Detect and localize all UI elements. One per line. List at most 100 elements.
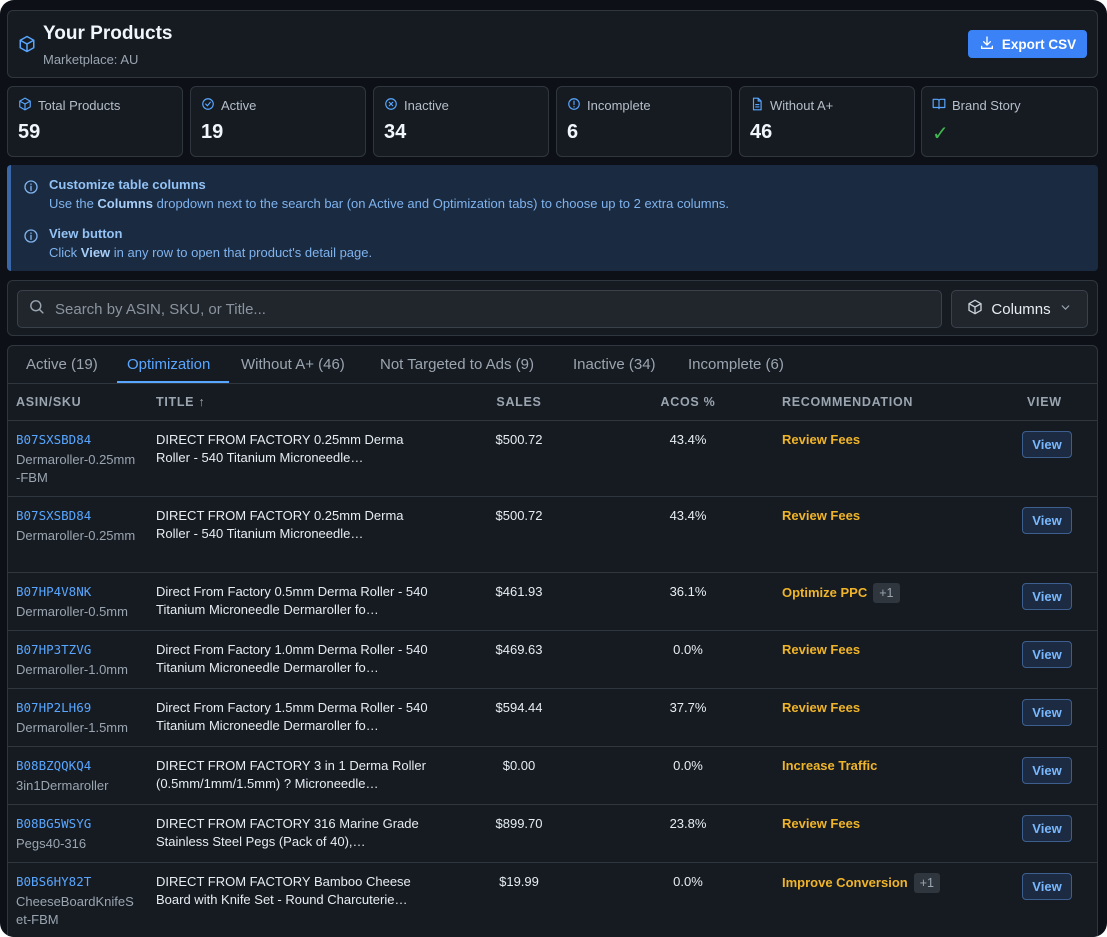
product-title: Direct From Factory 0.5mm Derma Roller -… [156, 584, 428, 617]
acos-value: 36.1% [669, 584, 707, 599]
info-view-text: Click View in any row to open that produ… [49, 245, 373, 260]
stat-label: Incomplete [587, 98, 651, 113]
tab-bar: Active (19) Optimization Without A+ (46)… [8, 346, 1097, 384]
recommendation-label: Review Fees [782, 816, 861, 831]
stat-active: Active 19 [190, 86, 366, 157]
view-button[interactable]: View [1022, 431, 1072, 458]
stat-value: 19 [201, 121, 224, 143]
column-header-acos[interactable]: ACOS % [660, 395, 716, 409]
sales-value: $500.72 [495, 432, 543, 447]
stat-incomplete: Incomplete 6 [556, 86, 732, 157]
box-icon [967, 299, 983, 319]
info-view-title: View button [49, 226, 123, 241]
products-table-panel: Active (19) Optimization Without A+ (46)… [7, 345, 1098, 937]
tab-incomplete[interactable]: Incomplete (6) [688, 356, 784, 373]
stat-value: 6 [567, 121, 579, 143]
stat-value: 46 [750, 121, 773, 143]
product-title: Direct From Factory 1.0mm Derma Roller -… [156, 642, 428, 675]
info-icon [23, 224, 39, 262]
recommendation: Improve Conversion +1 [782, 873, 940, 893]
stat-label: Total Products [38, 98, 121, 113]
check-icon: ✓ [932, 123, 949, 145]
column-header-view: VIEW [1027, 395, 1062, 409]
view-button[interactable]: View [1022, 757, 1072, 784]
view-button[interactable]: View [1022, 699, 1072, 726]
sales-value: $500.72 [495, 508, 543, 523]
export-csv-label: Export CSV [1001, 36, 1077, 52]
search-input[interactable] [55, 300, 915, 318]
tab-without-a-plus[interactable]: Without A+ (46) [241, 356, 345, 373]
asin-link[interactable]: B08BG5WSYG [16, 816, 92, 831]
sku-text: CheeseBoardKnifeSet-FBM [16, 894, 134, 927]
table-row: B08BG5WSYG Pegs40-316 DIRECT FROM FACTORY … [8, 805, 1097, 863]
export-csv-button[interactable]: Export CSV [968, 30, 1087, 58]
active-tab-indicator [117, 381, 229, 383]
sales-value: $899.70 [495, 816, 543, 831]
acos-value: 37.7% [669, 700, 707, 715]
column-header-recommendation[interactable]: RECOMMENDATION [782, 395, 914, 409]
sku-text: Dermaroller-1.5mm [16, 720, 128, 735]
view-button[interactable]: View [1022, 873, 1072, 900]
recommendation: Increase Traffic [782, 757, 877, 775]
recommendation: Review Fees [782, 507, 860, 525]
acos-value: 0.0% [673, 758, 703, 773]
asin-link[interactable]: B07HP4V8NK [16, 584, 92, 599]
file-icon [750, 97, 764, 114]
column-header-sales[interactable]: SALES [496, 395, 542, 409]
recommendation: Optimize PPC +1 [782, 583, 900, 603]
more-recommendations-badge[interactable]: +1 [913, 873, 940, 893]
view-button[interactable]: View [1022, 815, 1072, 842]
box-icon [18, 35, 36, 53]
sales-value: $19.99 [499, 874, 539, 889]
recommendation: Review Fees [782, 815, 860, 833]
table-header: ASIN/SKU TITLE ↑ SALES ACOS % RECOMMENDA… [8, 384, 1097, 421]
stat-total-products: Total Products 59 [7, 86, 183, 157]
tab-optimization[interactable]: Optimization [127, 356, 211, 373]
stat-without-a-plus: Without A+ 46 [739, 86, 915, 157]
sales-value: $461.93 [495, 584, 543, 599]
acos-value: 0.0% [673, 642, 703, 657]
table-row: B07HP4V8NK Dermaroller-0.5mm Direct From F… [8, 573, 1097, 631]
sku-text: Dermaroller-0.25mm-FBM [16, 452, 136, 485]
view-button[interactable]: View [1022, 507, 1072, 534]
tab-active[interactable]: Active (19) [26, 356, 98, 373]
column-header-asin-sku[interactable]: ASIN/SKU [16, 395, 82, 409]
recommendation-label: Improve Conversion [782, 875, 908, 890]
box-icon [18, 97, 32, 114]
recommendation-label: Increase Traffic [782, 758, 878, 773]
info-icon [23, 175, 39, 213]
x-circle-icon [384, 97, 398, 114]
stat-value: 34 [384, 121, 407, 143]
column-header-title[interactable]: TITLE ↑ [156, 395, 206, 409]
asin-link[interactable]: B07SXSBD84 [16, 432, 92, 447]
more-recommendations-badge[interactable]: +1 [873, 583, 900, 603]
page-title: Your Products [43, 23, 173, 44]
chevron-down-icon [1059, 301, 1072, 318]
table-row: B07SXSBD84 Dermaroller-0.25mm DIRECT FROM … [8, 497, 1097, 573]
sku-text: Pegs40-316 [16, 836, 87, 851]
columns-dropdown[interactable]: Columns [951, 290, 1088, 328]
recommendation: Review Fees [782, 699, 860, 717]
asin-link[interactable]: B07SXSBD84 [16, 508, 92, 523]
sales-value: $0.00 [502, 758, 536, 773]
sales-value: $594.44 [495, 700, 543, 715]
tab-not-targeted-to-ads[interactable]: Not Targeted to Ads (9) [380, 356, 534, 373]
table-row: B07SXSBD84 Dermaroller-0.25mm-FBM DIRECT F… [8, 421, 1097, 497]
view-button[interactable]: View [1022, 583, 1072, 610]
recommendation: Review Fees [782, 641, 860, 659]
alert-circle-icon [567, 97, 581, 114]
product-title: DIRECT FROM FACTORY 0.25mm Derma Roller … [156, 432, 404, 465]
asin-link[interactable]: B08BZQQKQ4 [16, 758, 92, 773]
download-icon [979, 35, 995, 54]
book-open-icon [932, 97, 946, 114]
table-row: B08BZQQKQ4 3in1Dermaroller DIRECT FROM FAC… [8, 747, 1097, 805]
stat-label: Without A+ [770, 98, 834, 113]
asin-link[interactable]: B07HP3TZVG [16, 642, 92, 657]
asin-link[interactable]: B0BS6HY82T [16, 874, 92, 889]
asin-link[interactable]: B07HP2LH69 [16, 700, 92, 715]
tab-inactive[interactable]: Inactive (34) [573, 356, 656, 373]
product-title: DIRECT FROM FACTORY 3 in 1 Derma Roller … [156, 758, 426, 791]
view-button[interactable]: View [1022, 641, 1072, 668]
acos-value: 43.4% [669, 432, 707, 447]
